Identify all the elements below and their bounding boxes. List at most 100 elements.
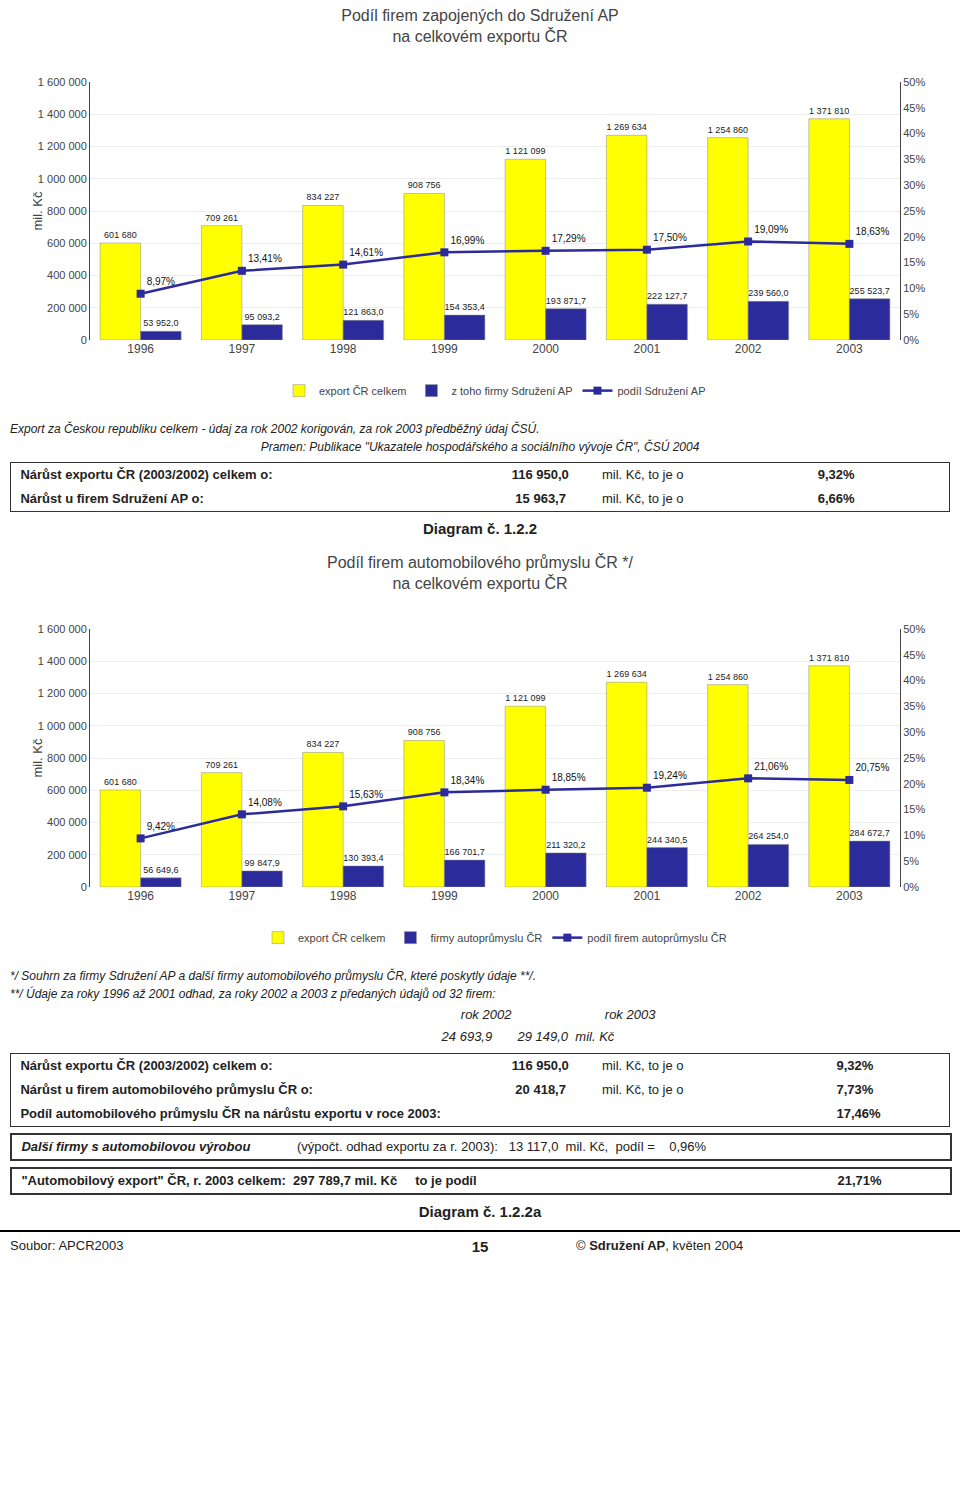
svg-text:709 261: 709 261 [205,213,238,223]
svg-text:1998: 1998 [330,889,357,903]
svg-text:30%: 30% [903,179,925,191]
svg-text:1 400 000: 1 400 000 [38,108,87,120]
svg-text:35%: 35% [903,700,925,712]
svg-text:601 680: 601 680 [104,777,137,787]
svg-text:mil. Kč: mil. Kč [30,738,45,778]
svg-text:1 254 860: 1 254 860 [708,125,748,135]
svg-text:40%: 40% [903,127,925,139]
svg-text:Podíl firem automobilového prů: Podíl firem automobilového průmyslu ČR *… [327,553,633,592]
svg-text:2001: 2001 [634,342,661,356]
svg-text:1 200 000: 1 200 000 [38,687,87,699]
svg-text:20%: 20% [903,778,925,790]
svg-text:1 600 000: 1 600 000 [38,76,87,88]
svg-text:1 000 000: 1 000 000 [38,173,87,185]
svg-text:5%: 5% [903,308,919,320]
svg-text:45%: 45% [903,649,925,661]
svg-text:10%: 10% [903,829,925,841]
svg-text:1996: 1996 [127,342,154,356]
svg-text:20,75%: 20,75% [855,762,889,773]
svg-text:40%: 40% [903,674,925,686]
svg-text:firmy autoprůmyslu ČR: firmy autoprůmyslu ČR [430,932,542,944]
svg-text:podíl Sdružení AP: podíl Sdružení AP [617,385,705,397]
svg-text:8,97%: 8,97% [147,276,175,287]
svg-text:99 847,9: 99 847,9 [245,858,280,868]
svg-text:1 200 000: 1 200 000 [38,140,87,152]
svg-text:14,61%: 14,61% [349,247,383,258]
svg-text:50%: 50% [903,76,925,88]
svg-text:121 863,0: 121 863,0 [343,307,383,317]
svg-text:1 600 000: 1 600 000 [38,623,87,635]
svg-text:21,06%: 21,06% [754,761,788,772]
svg-text:2002: 2002 [735,889,762,903]
svg-text:0%: 0% [903,334,919,346]
svg-text:16,99%: 16,99% [450,235,484,246]
svg-text:20%: 20% [903,231,925,243]
svg-text:1 371 810: 1 371 810 [809,653,849,663]
svg-text:9,42%: 9,42% [147,821,175,832]
svg-text:15%: 15% [903,803,925,815]
svg-text:244 340,5: 244 340,5 [647,835,687,845]
svg-text:z toho firmy Sdružení AP: z toho firmy Sdružení AP [451,385,572,397]
svg-text:1 269 634: 1 269 634 [607,122,647,132]
svg-text:25%: 25% [903,205,925,217]
svg-text:239 560,0: 239 560,0 [748,288,788,298]
svg-text:200 000: 200 000 [47,849,87,861]
svg-text:18,85%: 18,85% [552,772,586,783]
svg-text:800 000: 800 000 [47,205,87,217]
svg-text:0: 0 [81,881,87,893]
svg-text:1999: 1999 [431,342,458,356]
svg-text:264 254,0: 264 254,0 [748,831,788,841]
svg-text:15%: 15% [903,256,925,268]
svg-text:14,08%: 14,08% [248,797,282,808]
svg-text:2003: 2003 [836,889,863,903]
svg-text:834 227: 834 227 [307,192,340,202]
svg-text:400 000: 400 000 [47,816,87,828]
svg-text:35%: 35% [903,153,925,165]
svg-text:podíl firem autoprůmyslu ČR: podíl firem autoprůmyslu ČR [587,932,726,944]
svg-text:200 000: 200 000 [47,302,87,314]
svg-text:193 871,7: 193 871,7 [546,296,586,306]
svg-text:222 127,7: 222 127,7 [647,291,687,301]
svg-text:1 254 860: 1 254 860 [708,672,748,682]
svg-text:95 093,2: 95 093,2 [245,312,280,322]
svg-text:1 269 634: 1 269 634 [607,669,647,679]
svg-text:2003: 2003 [836,342,863,356]
svg-text:56 649,6: 56 649,6 [143,865,178,875]
svg-text:15,63%: 15,63% [349,789,383,800]
svg-text:17,50%: 17,50% [653,232,687,243]
svg-text:0%: 0% [903,881,919,893]
svg-text:400 000: 400 000 [47,269,87,281]
svg-text:45%: 45% [903,102,925,114]
svg-text:908 756: 908 756 [408,727,441,737]
svg-text:17,29%: 17,29% [552,233,586,244]
svg-text:1996: 1996 [127,889,154,903]
svg-text:284 672,7: 284 672,7 [850,828,890,838]
svg-text:800 000: 800 000 [47,752,87,764]
svg-text:mil. Kč: mil. Kč [30,191,45,231]
svg-text:1 000 000: 1 000 000 [38,720,87,732]
svg-text:154 353,4: 154 353,4 [445,302,485,312]
svg-text:211 320,2: 211 320,2 [546,840,585,850]
svg-text:18,34%: 18,34% [450,775,484,786]
svg-text:2002: 2002 [735,342,762,356]
svg-text:834 227: 834 227 [307,739,340,749]
svg-text:130 393,4: 130 393,4 [343,853,383,863]
svg-text:export ČR celkem: export ČR celkem [298,932,385,944]
svg-text:600 000: 600 000 [47,237,87,249]
svg-text:25%: 25% [903,752,925,764]
svg-text:2001: 2001 [634,889,661,903]
svg-text:2000: 2000 [532,342,559,356]
svg-text:600 000: 600 000 [47,784,87,796]
svg-text:1998: 1998 [330,342,357,356]
svg-text:255 523,7: 255 523,7 [850,286,890,296]
svg-text:1 400 000: 1 400 000 [38,655,87,667]
svg-text:1 371 810: 1 371 810 [809,106,849,116]
svg-text:166 701,7: 166 701,7 [445,847,485,857]
svg-text:0: 0 [81,334,87,346]
svg-text:19,09%: 19,09% [754,224,788,235]
svg-text:1997: 1997 [229,889,256,903]
svg-text:30%: 30% [903,726,925,738]
svg-text:50%: 50% [903,623,925,635]
svg-text:53 952,0: 53 952,0 [143,318,178,328]
svg-text:1 121 099: 1 121 099 [505,146,545,156]
